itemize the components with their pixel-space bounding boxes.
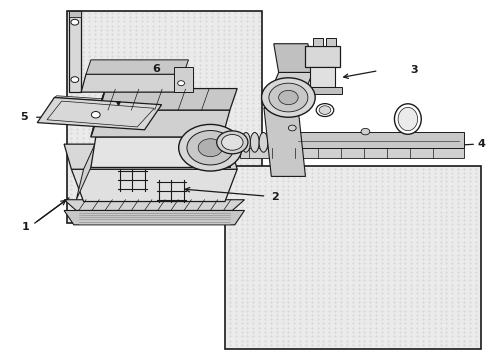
Circle shape (288, 125, 296, 131)
Circle shape (316, 104, 333, 117)
Polygon shape (71, 169, 237, 202)
Circle shape (91, 112, 100, 118)
Polygon shape (69, 12, 81, 92)
Polygon shape (91, 137, 222, 167)
Polygon shape (310, 67, 334, 87)
Circle shape (216, 131, 247, 154)
Ellipse shape (267, 132, 276, 152)
Polygon shape (293, 132, 463, 148)
Polygon shape (305, 45, 339, 67)
Circle shape (71, 77, 79, 82)
Polygon shape (86, 60, 188, 74)
Ellipse shape (241, 132, 250, 152)
Circle shape (278, 90, 298, 105)
Polygon shape (326, 39, 335, 45)
Text: 5: 5 (20, 112, 27, 122)
Circle shape (177, 81, 184, 86)
Polygon shape (91, 110, 229, 137)
Text: 6: 6 (152, 64, 160, 74)
Polygon shape (54, 96, 163, 105)
Circle shape (198, 139, 222, 157)
Polygon shape (76, 137, 98, 200)
Circle shape (360, 129, 369, 135)
Circle shape (178, 125, 242, 171)
Polygon shape (222, 137, 229, 167)
Ellipse shape (250, 132, 259, 152)
Polygon shape (264, 108, 305, 176)
Circle shape (71, 19, 79, 25)
Text: 1: 1 (21, 222, 29, 231)
Polygon shape (264, 72, 312, 108)
Polygon shape (91, 89, 105, 137)
Circle shape (221, 134, 243, 150)
Ellipse shape (397, 107, 417, 131)
Polygon shape (69, 12, 81, 17)
Ellipse shape (259, 132, 267, 152)
Polygon shape (64, 200, 244, 211)
Polygon shape (312, 39, 322, 45)
Polygon shape (64, 144, 237, 169)
Bar (224, 166, 480, 348)
Polygon shape (81, 74, 183, 92)
Bar (66, 12, 261, 223)
Polygon shape (273, 44, 312, 72)
Polygon shape (98, 89, 237, 110)
Circle shape (261, 78, 315, 117)
Ellipse shape (232, 132, 241, 152)
Text: 4: 4 (477, 139, 485, 149)
Circle shape (268, 83, 307, 112)
Polygon shape (303, 87, 341, 94)
Text: 3: 3 (409, 64, 417, 75)
Polygon shape (64, 211, 244, 225)
Circle shape (319, 106, 330, 114)
Polygon shape (239, 148, 463, 158)
Text: 2: 2 (271, 192, 279, 202)
Polygon shape (173, 67, 193, 92)
Circle shape (186, 131, 233, 165)
Ellipse shape (394, 104, 420, 134)
Polygon shape (37, 98, 161, 130)
